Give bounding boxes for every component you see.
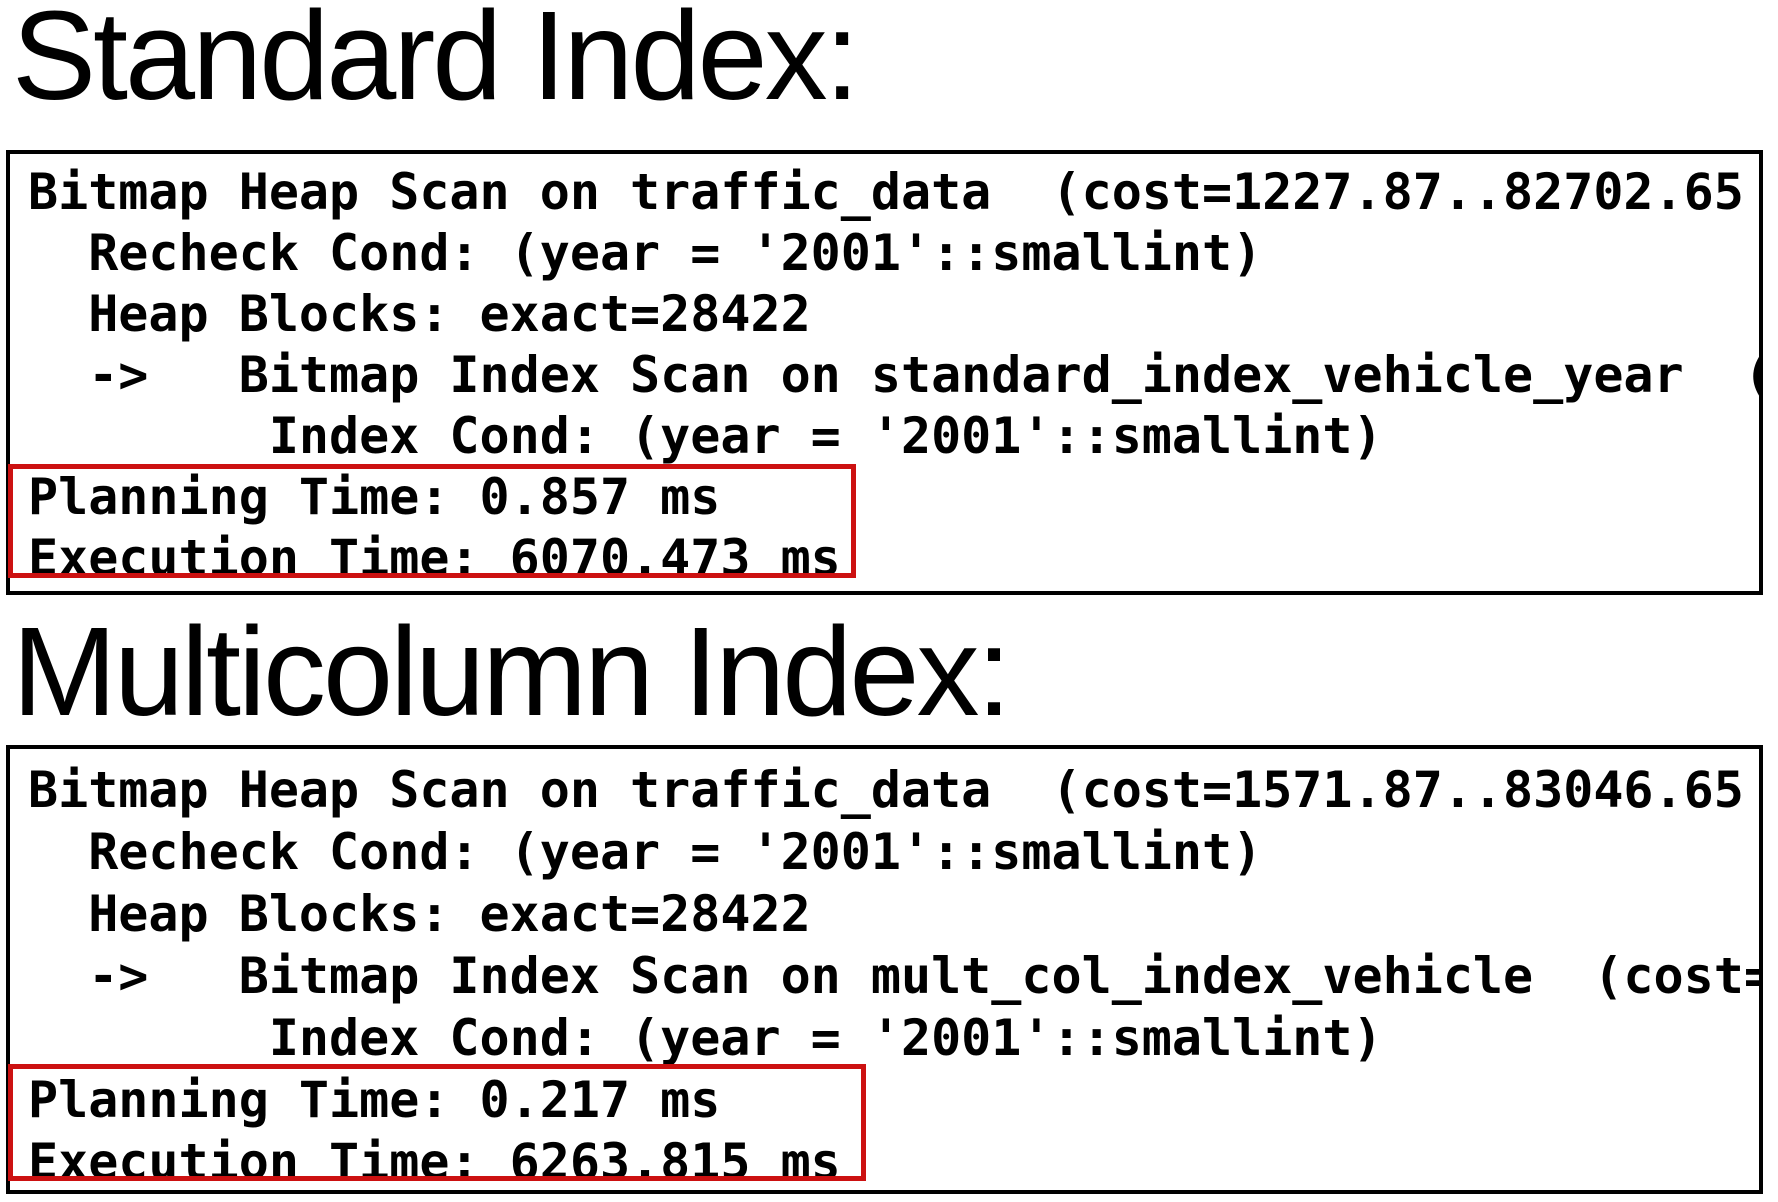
code-line-heap-blocks: Heap Blocks: exact=28422 [28, 285, 811, 343]
code-line-execution-time: Execution Time: 6070.473 ms [28, 529, 841, 587]
code-block-multicolumn-index: Bitmap Heap Scan on traffic_data (cost=1… [6, 745, 1763, 1194]
code-line-planning-time: Planning Time: 0.857 ms [28, 468, 721, 526]
code-line-bitmap-heap-scan: Bitmap Heap Scan on traffic_data (cost=1… [28, 761, 1744, 819]
code-line-bitmap-index-scan: -> Bitmap Index Scan on mult_col_index_v… [28, 947, 1763, 1005]
code-line-recheck-cond: Recheck Cond: (year = '2001'::smallint) [28, 823, 1263, 881]
code-line-execution-time: Execution Time: 6263.815 ms [28, 1133, 841, 1191]
code-line-bitmap-heap-scan: Bitmap Heap Scan on traffic_data (cost=1… [28, 163, 1744, 221]
code-line-heap-blocks: Heap Blocks: exact=28422 [28, 885, 811, 943]
heading-multicolumn-index: Multicolumn Index: [12, 601, 1011, 742]
code-line-index-cond: Index Cond: (year = '2001'::smallint) [28, 1009, 1383, 1067]
code-line-index-cond: Index Cond: (year = '2001'::smallint) [28, 407, 1383, 465]
code-block-standard-index: Bitmap Heap Scan on traffic_data (cost=1… [6, 150, 1763, 595]
code-line-bitmap-index-scan: -> Bitmap Index Scan on standard_index_v… [28, 346, 1763, 404]
heading-standard-index: Standard Index: [12, 0, 860, 126]
code-line-planning-time: Planning Time: 0.217 ms [28, 1071, 721, 1129]
code-line-recheck-cond: Recheck Cond: (year = '2001'::smallint) [28, 224, 1263, 282]
